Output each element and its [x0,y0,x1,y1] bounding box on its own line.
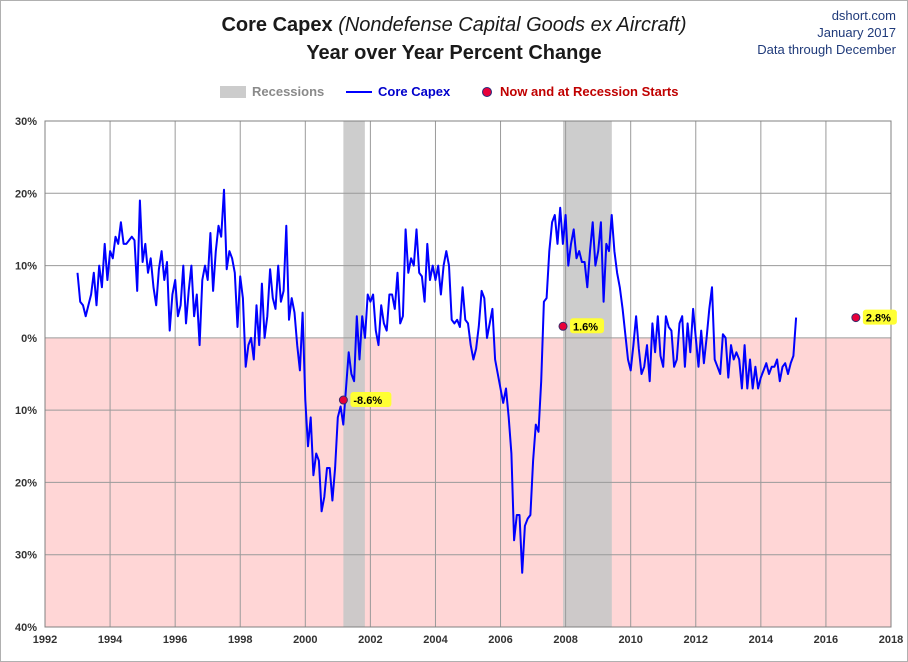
recession-band-2 [563,121,612,627]
credit-date: January 2017 [817,25,896,40]
x-tick-label: 2006 [488,634,512,646]
plot-border [44,120,892,628]
legend-label-markers: Now and at Recession Starts [500,84,679,99]
chart-title-subtitle: (Nondefense Capital Goods ex Aircraft) [338,14,687,36]
legend-label-series: Core Capex [378,84,451,99]
x-tick-label: 2008 [553,634,577,646]
legend-item-markers: Now and at Recession Starts [482,84,678,99]
x-tick-label: 1992 [33,634,57,646]
annotation-box [570,318,605,334]
x-tick-label: 2010 [618,634,642,646]
annotation-label: 1.6% [573,321,598,333]
series-line-core-capex [76,188,798,574]
legend-label-recessions: Recessions [252,84,325,99]
x-tick-label: 2000 [293,634,317,646]
x-tick-label: 2016 [814,634,838,646]
annotation-label: 2.8% [866,313,891,325]
x-tick-label: 2004 [423,634,448,646]
legend-item-series: Core Capex [346,84,450,99]
recession-marker-dot [851,313,861,323]
x-tick-label: 2014 [749,634,774,646]
credit-note: Data through December [757,42,896,57]
y-tick-label: 20% [15,477,37,489]
legend-swatch-recessions [220,85,246,98]
y-tick-label: 40% [15,622,37,634]
y-tick-label: 10% [15,261,37,273]
recession-marker-dot [338,395,348,405]
y-tick-label: 0% [21,333,37,345]
annotation-box [350,392,392,408]
x-tick-label: 1994 [98,634,123,646]
annotation-box [862,309,897,325]
y-tick-label: 20% [15,188,37,200]
x-tick-label: 2012 [684,634,708,646]
x-tick-label: 2002 [358,634,382,646]
chart-title: Core Capex (Nondefense Capital Goods ex … [0,14,908,37]
legend-swatch-series [346,90,372,93]
recession-marker-dot [558,321,568,331]
x-tick-label: 1998 [228,634,252,646]
credit-site: dshort.com [831,8,896,23]
y-tick-label: 10% [15,405,37,417]
legend-item-recessions: Recessions [220,84,324,99]
chart-title-main: Core Capex [221,14,333,36]
y-tick-label: 30% [15,116,37,128]
x-tick-label: 1996 [163,634,187,646]
y-tick-label: 30% [15,550,37,562]
x-tick-label: 2018 [879,634,903,646]
chart-title-line2: Year over Year Percent Change [306,42,602,64]
annotation-label: -8.6% [353,395,382,407]
legend-swatch-marker [482,86,492,97]
chart-legend: Recessions Core Capex Now and at Recessi… [0,84,908,102]
